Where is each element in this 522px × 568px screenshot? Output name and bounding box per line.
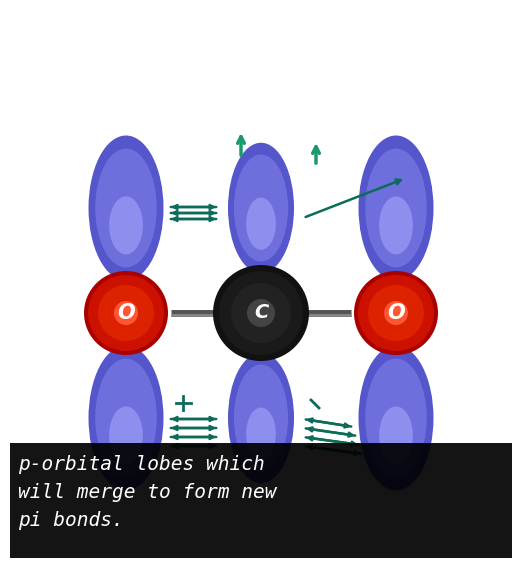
Ellipse shape bbox=[359, 136, 433, 281]
Circle shape bbox=[354, 271, 438, 355]
Ellipse shape bbox=[379, 406, 413, 465]
Circle shape bbox=[84, 271, 168, 355]
Ellipse shape bbox=[365, 149, 427, 268]
Text: p-orbital lobes which
will merge to form new
pi bonds.: p-orbital lobes which will merge to form… bbox=[18, 455, 277, 530]
Ellipse shape bbox=[246, 198, 276, 250]
Ellipse shape bbox=[95, 358, 157, 478]
Circle shape bbox=[384, 301, 408, 325]
Ellipse shape bbox=[379, 197, 413, 254]
Circle shape bbox=[231, 283, 291, 343]
Ellipse shape bbox=[109, 406, 143, 465]
Circle shape bbox=[368, 285, 424, 341]
Circle shape bbox=[219, 271, 303, 355]
Circle shape bbox=[114, 301, 138, 325]
Ellipse shape bbox=[246, 408, 276, 460]
Ellipse shape bbox=[234, 154, 288, 261]
Circle shape bbox=[247, 299, 275, 327]
Text: O: O bbox=[117, 303, 135, 323]
Ellipse shape bbox=[359, 345, 433, 491]
Circle shape bbox=[98, 285, 154, 341]
FancyBboxPatch shape bbox=[10, 443, 512, 558]
Ellipse shape bbox=[228, 143, 294, 273]
Ellipse shape bbox=[365, 358, 427, 478]
Text: C: C bbox=[254, 303, 268, 323]
Text: O: O bbox=[387, 303, 405, 323]
Circle shape bbox=[358, 275, 434, 351]
Circle shape bbox=[213, 265, 309, 361]
Ellipse shape bbox=[228, 353, 294, 483]
Ellipse shape bbox=[89, 136, 163, 281]
Ellipse shape bbox=[234, 365, 288, 471]
Ellipse shape bbox=[109, 197, 143, 254]
Ellipse shape bbox=[95, 149, 157, 268]
Ellipse shape bbox=[89, 345, 163, 491]
Circle shape bbox=[88, 275, 164, 351]
